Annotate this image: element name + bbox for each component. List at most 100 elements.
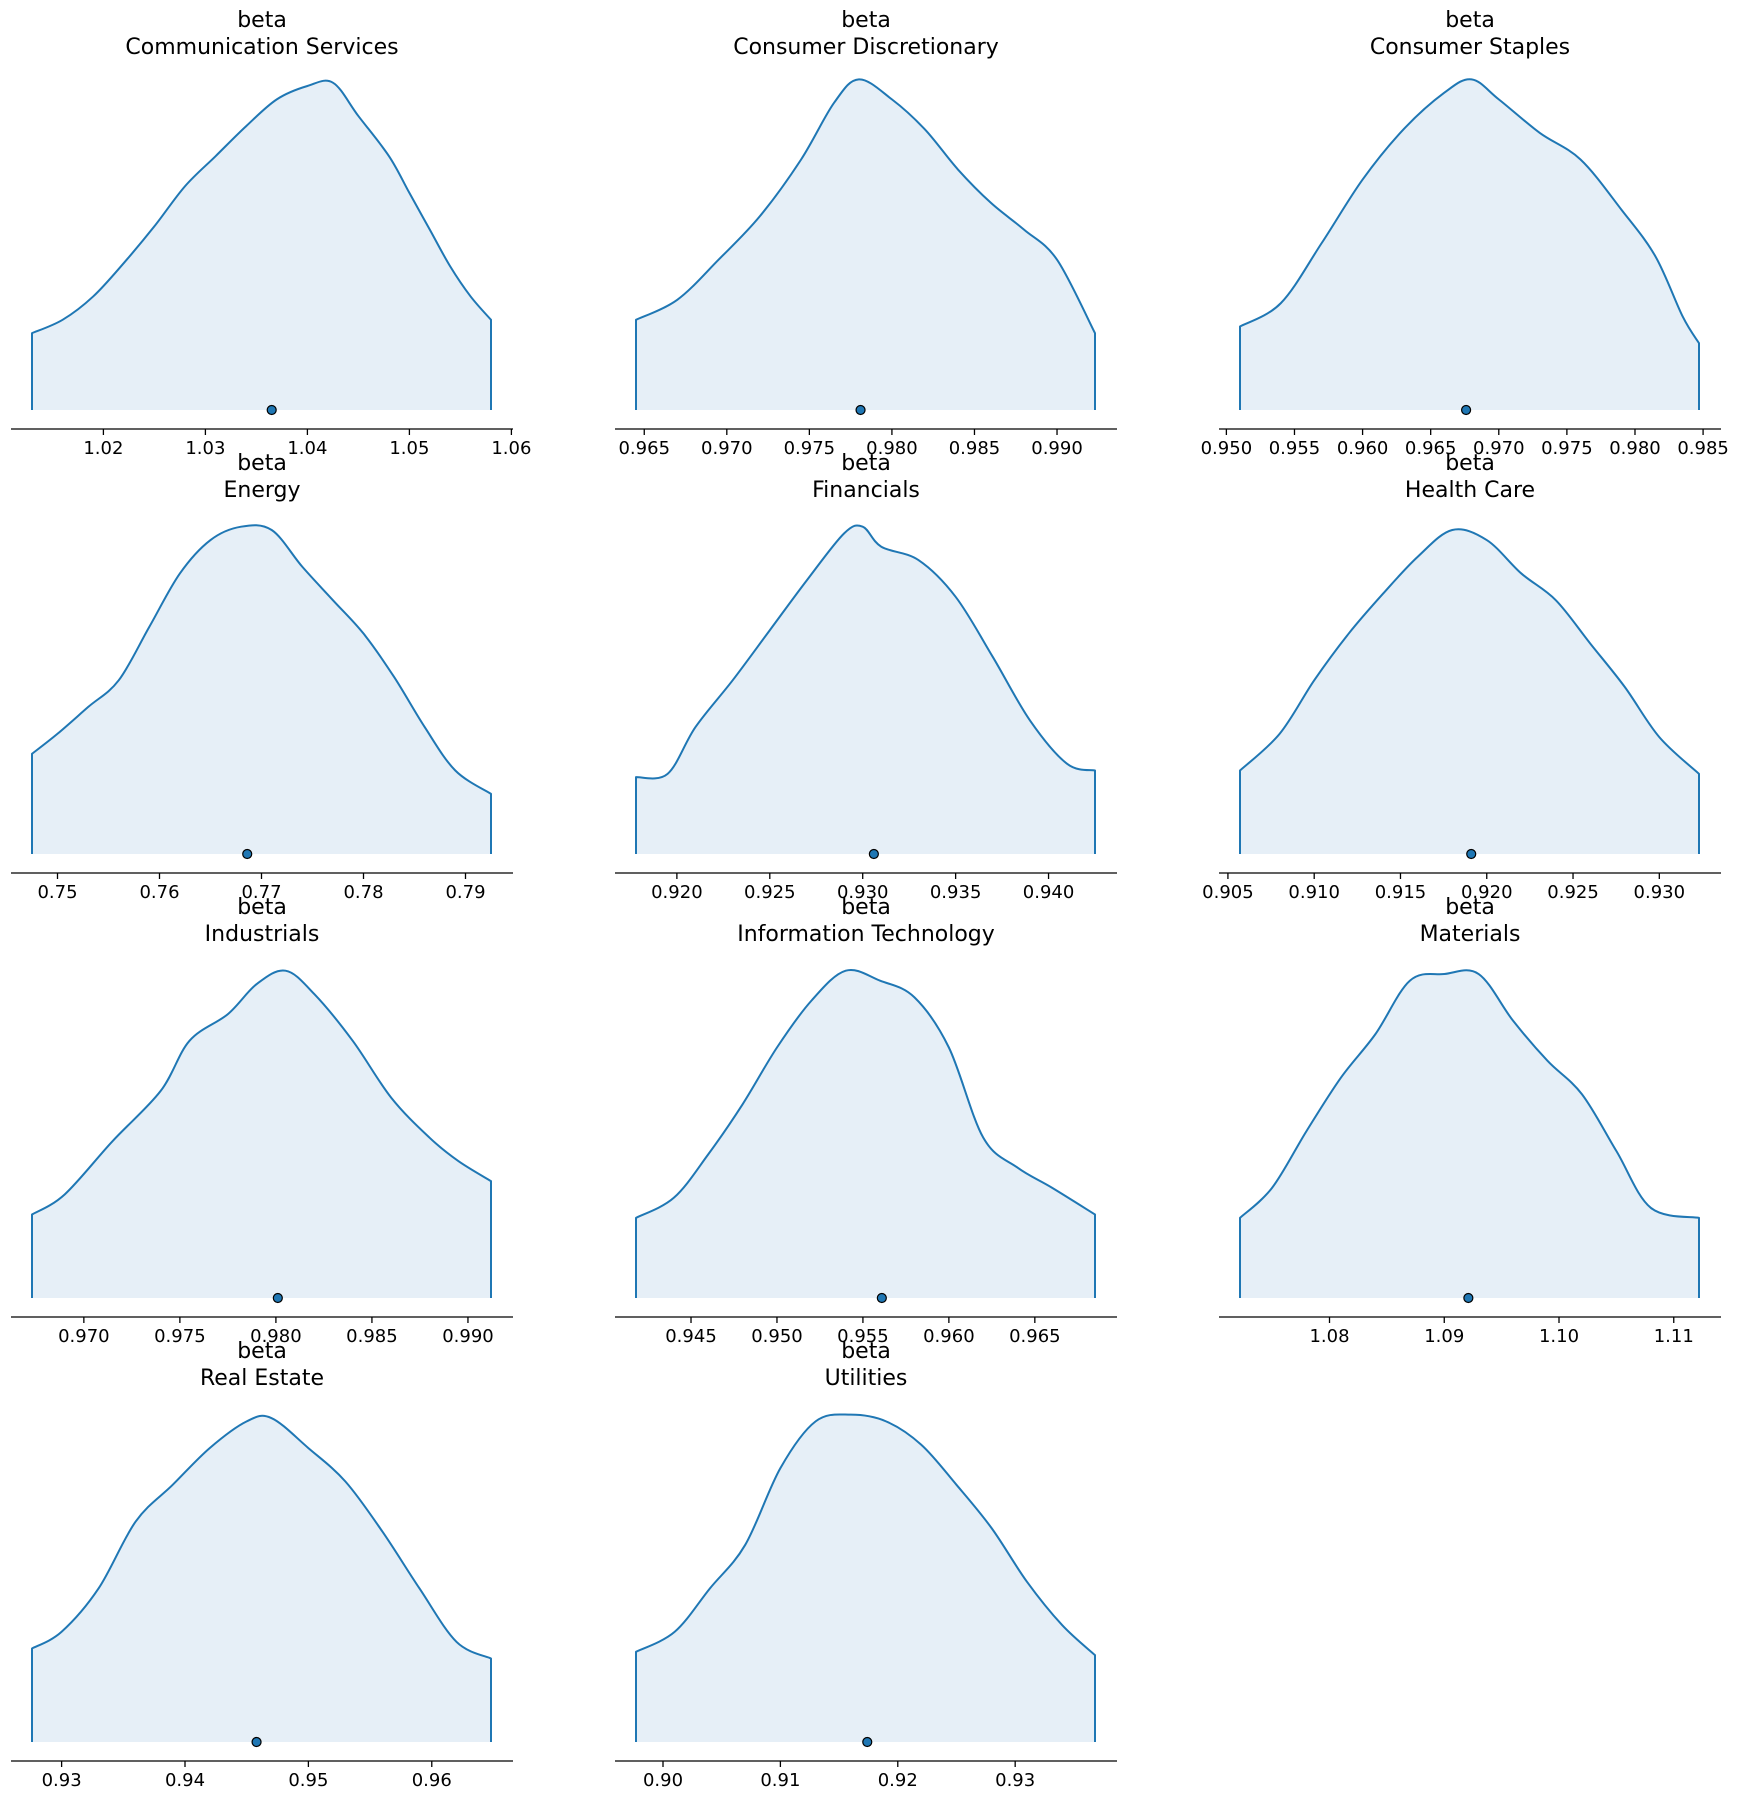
density-fill (636, 525, 1095, 854)
x-tick-label: 1.03 (185, 438, 225, 459)
panel-variable-title: beta (237, 895, 287, 920)
x-tick-label: 0.77 (241, 882, 281, 903)
panel-variable-title: beta (1445, 8, 1495, 33)
point-estimate-marker (862, 1736, 873, 1748)
x-tick-label: 1.04 (287, 438, 327, 459)
x-tick-label: 0.945 (665, 1326, 717, 1347)
x-tick-label: 0.975 (154, 1326, 206, 1347)
panel-variable-title: beta (1445, 451, 1495, 476)
x-tick-label: 0.910 (1288, 882, 1340, 903)
x-tick-label: 0.955 (837, 1326, 889, 1347)
x-tick-label: 0.76 (139, 882, 179, 903)
density-line (635, 1413, 1096, 1742)
panel-sector-title: Information Technology (737, 922, 995, 947)
x-tick-label: 0.93 (42, 1770, 82, 1791)
x-tick-label: 0.950 (751, 1326, 803, 1347)
point-estimate-marker (251, 1736, 262, 1748)
x-tick-label: 1.05 (389, 438, 429, 459)
density-fill (32, 525, 491, 854)
density-fill (32, 80, 491, 411)
panel-sector-title: Materials (1420, 922, 1521, 947)
density-line (31, 969, 492, 1298)
x-tick-label: 0.905 (1202, 882, 1254, 903)
density-fill (32, 970, 491, 1298)
x-tick-label: 0.955 (1269, 438, 1321, 459)
point-estimate-marker (1466, 848, 1477, 860)
x-tick-label: 1.09 (1424, 1326, 1464, 1347)
point-estimate-marker (876, 1292, 887, 1304)
point-estimate-marker (855, 404, 866, 416)
density-line (1239, 528, 1700, 854)
density-fill (636, 1414, 1095, 1742)
density-line (635, 968, 1096, 1298)
point-estimate-marker (1463, 1292, 1474, 1304)
panel-variable-title: beta (841, 895, 891, 920)
x-tick-label: 0.91 (760, 1770, 800, 1791)
panel-variable-title: beta (237, 451, 287, 476)
panel-variable-title: beta (841, 1339, 891, 1364)
point-estimate-marker (242, 848, 253, 860)
panel-sector-title: Energy (223, 478, 300, 503)
panel-variable-title: beta (1445, 895, 1495, 920)
x-tick-label: 0.990 (1031, 438, 1083, 459)
x-tick-label: 0.915 (1375, 882, 1427, 903)
x-tick-label: 0.93 (995, 1770, 1035, 1791)
x-tick-label: 0.970 (1473, 438, 1525, 459)
density-fill (636, 79, 1095, 411)
x-tick-label: 0.985 (346, 1326, 398, 1347)
point-estimate-marker (1460, 404, 1472, 416)
density-fill (1240, 529, 1699, 854)
point-estimate-marker (272, 1292, 283, 1304)
x-tick-label: 1.10 (1539, 1326, 1579, 1347)
x-tick-label: 0.94 (165, 1770, 205, 1791)
x-tick-label: 0.985 (949, 438, 1001, 459)
x-tick-label: 0.975 (1541, 438, 1593, 459)
density-fill (32, 1415, 491, 1742)
panel-variable-title: beta (841, 8, 891, 33)
density-line (1239, 78, 1700, 410)
panel-sector-title: Consumer Staples (1370, 35, 1570, 60)
x-tick-label: 1.08 (1309, 1326, 1349, 1347)
x-tick-label: 0.965 (618, 438, 670, 459)
x-tick-label: 0.950 (1201, 438, 1253, 459)
x-tick-label: 0.920 (1461, 882, 1513, 903)
point-estimate-marker (868, 848, 879, 860)
panel-variable-title: beta (841, 451, 891, 476)
panel-sector-title: Industrials (205, 922, 320, 947)
x-tick-label: 0.930 (1634, 882, 1686, 903)
x-tick-label: 0.970 (58, 1326, 110, 1347)
density-line (31, 1414, 492, 1742)
x-tick-label: 0.990 (442, 1326, 494, 1347)
x-tick-label: 0.960 (923, 1326, 975, 1347)
x-tick-label: 0.960 (1337, 438, 1389, 459)
density-line (635, 78, 1096, 410)
x-tick-label: 0.95 (288, 1770, 328, 1791)
x-tick-label: 0.970 (701, 438, 753, 459)
point-estimate-marker (266, 404, 277, 416)
x-tick-label: 0.975 (784, 438, 836, 459)
x-tick-label: 0.79 (445, 882, 485, 903)
panel-variable-title: beta (237, 8, 287, 33)
density-line (31, 79, 492, 410)
x-tick-label: 0.96 (412, 1770, 452, 1791)
density-fill (1240, 79, 1699, 410)
panel-sector-title: Utilities (825, 1366, 908, 1391)
x-tick-label: 0.92 (878, 1770, 918, 1791)
x-tick-label: 0.965 (1405, 438, 1457, 459)
x-tick-label: 0.930 (837, 882, 889, 903)
x-tick-label: 0.965 (1009, 1326, 1061, 1347)
x-tick-label: 0.90 (643, 1770, 683, 1791)
panel-variable-title: beta (237, 1339, 287, 1364)
